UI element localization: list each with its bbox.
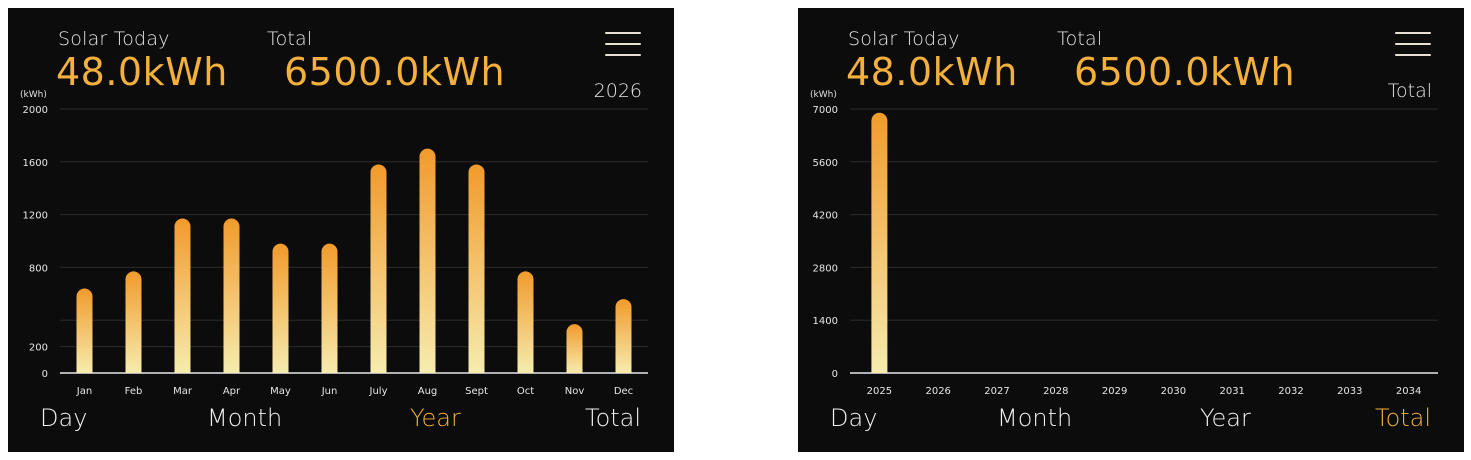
y-tick-label: 1600	[23, 158, 48, 169]
year-bar-chart: (kWh) 0 200 800 1200 1600 2000 Jan Feb Mar Apr May J…	[20, 90, 648, 397]
x-tick-label: Jun	[321, 386, 338, 397]
bar-nov[interactable]	[566, 324, 583, 373]
tab-year[interactable]: Year	[410, 404, 461, 432]
x-tick-label: 2030	[1161, 386, 1186, 397]
solar-today-value: 48.0kWh	[846, 50, 1018, 94]
tab-year[interactable]: Year	[1200, 404, 1251, 432]
bar-jun[interactable]	[321, 243, 338, 373]
x-tick-label: 2033	[1337, 386, 1362, 397]
bar-sept[interactable]	[468, 164, 485, 373]
x-tick-label: 2028	[1043, 386, 1068, 397]
x-tick-label: Oct	[517, 386, 534, 397]
solar-panel-total: Solar Today 48.0kWh Total 6500.0kWh Tota…	[798, 8, 1464, 452]
total-label: Total	[1057, 28, 1103, 50]
bar-may[interactable]	[272, 243, 289, 373]
x-tick-label: 2027	[984, 386, 1009, 397]
tab-day[interactable]: Day	[40, 404, 88, 432]
bar-oct[interactable]	[517, 271, 534, 373]
x-tick-label: May	[270, 386, 291, 397]
y-tick-label: 1400	[813, 316, 838, 327]
x-tick-label: Aug	[418, 386, 438, 397]
y-tick-label: 7000	[813, 105, 838, 116]
y-unit-label: (kWh)	[810, 90, 837, 100]
bar-dec[interactable]	[615, 299, 632, 373]
tab-bar: Day Month Year Total	[8, 404, 674, 438]
y-tick-label: 200	[29, 343, 48, 354]
x-tick-label: Feb	[125, 386, 143, 397]
bar-jan[interactable]	[76, 288, 93, 373]
tab-month[interactable]: Month	[997, 404, 1073, 432]
bar-aug[interactable]	[419, 148, 436, 373]
x-tick-label: 2029	[1102, 386, 1127, 397]
y-tick-label: 4200	[813, 211, 838, 222]
tab-month[interactable]: Month	[207, 404, 283, 432]
total-label: Total	[267, 28, 313, 50]
total-value: 6500.0kWh	[284, 50, 506, 94]
solar-panel-year: Solar Today 48.0kWh Total 6500.0kWh 2026…	[8, 8, 674, 452]
solar-today-label: Solar Today	[58, 28, 170, 50]
x-tick-label: 2025	[867, 386, 892, 397]
x-tick-label: 2032	[1278, 386, 1303, 397]
y-unit-label: (kWh)	[20, 90, 47, 100]
bar-apr[interactable]	[223, 218, 240, 373]
x-tick-label: 2034	[1396, 386, 1421, 397]
bar-feb[interactable]	[125, 271, 142, 373]
period-label: 2026	[593, 80, 642, 102]
x-tick-label: Mar	[173, 386, 193, 397]
y-tick-label: 5600	[813, 158, 838, 169]
total-bar-chart: (kWh) 0 1400 2800 4200 5600 7000 2025 2026 2027 20…	[810, 90, 1438, 397]
tab-total[interactable]: Total	[1375, 404, 1432, 432]
solar-today-label: Solar Today	[848, 28, 960, 50]
y-tick-label: 2000	[23, 105, 48, 116]
x-tick-label: Sept	[465, 386, 488, 397]
x-tick-label: 2031	[1219, 386, 1244, 397]
x-tick-label: Dec	[614, 386, 633, 397]
y-tick-label: 0	[832, 369, 838, 380]
y-tick-label: 1200	[23, 211, 48, 222]
bar-july[interactable]	[370, 164, 387, 373]
x-tick-label: July	[369, 386, 388, 397]
menu-icon[interactable]	[605, 30, 641, 60]
y-tick-label: 0	[42, 369, 48, 380]
total-value: 6500.0kWh	[1074, 50, 1296, 94]
y-tick-label: 2800	[813, 263, 838, 274]
x-tick-label: Jan	[76, 386, 92, 397]
tab-total[interactable]: Total	[585, 404, 642, 432]
bar-2025[interactable]	[871, 112, 888, 373]
y-tick-label: 800	[29, 263, 48, 274]
x-tick-label: 2026	[925, 386, 950, 397]
bar-mar[interactable]	[174, 218, 191, 373]
tab-day[interactable]: Day	[830, 404, 878, 432]
tab-bar: Day Month Year Total	[798, 404, 1464, 438]
solar-today-value: 48.0kWh	[56, 50, 228, 94]
menu-icon[interactable]	[1395, 30, 1431, 60]
x-tick-label: Nov	[565, 386, 585, 397]
period-label: Total	[1387, 80, 1432, 102]
x-tick-label: Apr	[223, 386, 241, 397]
